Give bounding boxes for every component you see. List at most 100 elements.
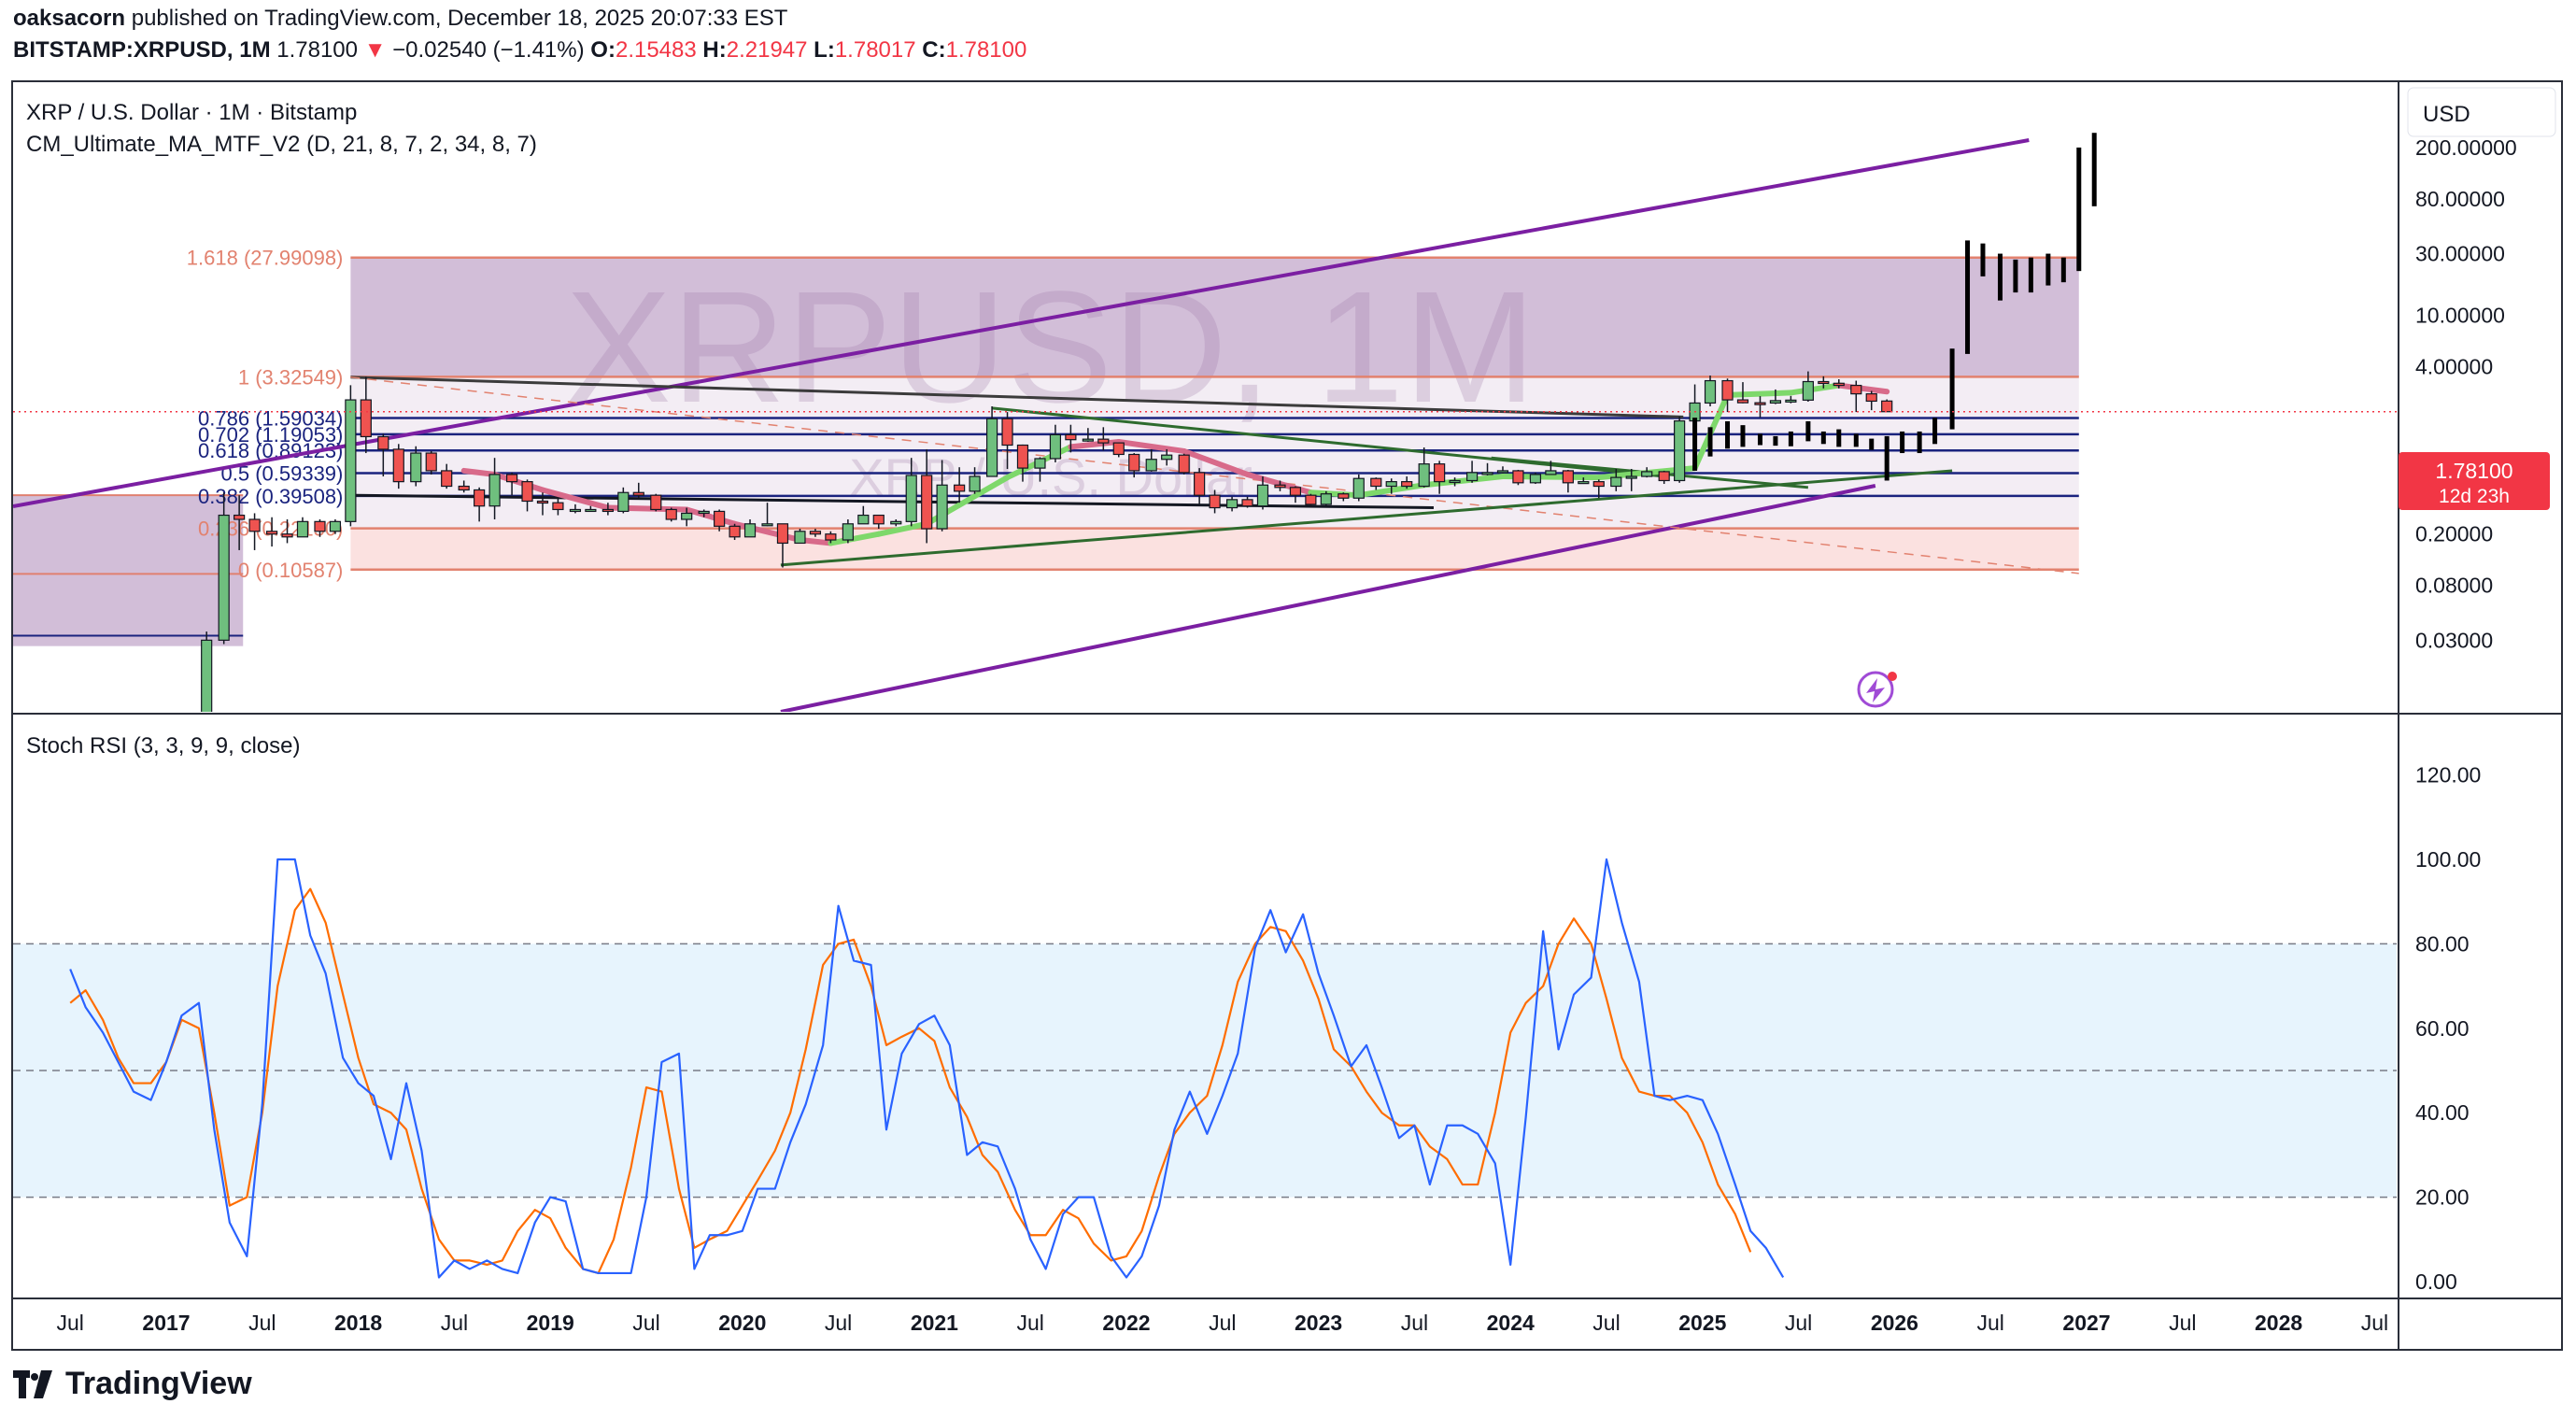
projection-bar bbox=[1949, 348, 1955, 430]
chart-frame bbox=[11, 80, 2563, 1351]
low-label: L: bbox=[814, 37, 835, 63]
oscillator-title[interactable]: Stoch RSI (3, 3, 9, 9, close) bbox=[26, 733, 300, 759]
projection-bar bbox=[1997, 253, 2003, 301]
candle-body bbox=[345, 399, 357, 522]
ma-segment bbox=[1421, 474, 1506, 489]
projection-bar bbox=[1692, 418, 1698, 471]
candle-body bbox=[1481, 472, 1493, 475]
candle-body bbox=[360, 399, 372, 438]
candle-body bbox=[521, 481, 533, 503]
tradingview-brand[interactable]: TradingView bbox=[65, 1366, 252, 1401]
projection-bar bbox=[1836, 429, 1842, 447]
candle-body bbox=[714, 510, 726, 527]
price-axis-label: 0.20000 bbox=[2415, 522, 2493, 546]
candle-body bbox=[681, 512, 693, 520]
time-axis-label: Jul bbox=[56, 1311, 83, 1335]
support-trend-line bbox=[780, 469, 1953, 567]
projection-bar bbox=[2028, 257, 2033, 293]
projection-bar bbox=[1965, 240, 1971, 354]
time-axis-label: Jul bbox=[1209, 1311, 1236, 1335]
author-name[interactable]: oaksacorn bbox=[13, 6, 126, 31]
countdown: 12d 23h bbox=[2439, 486, 2510, 507]
candle-body bbox=[151, 726, 162, 730]
indicator-title[interactable]: CM_Ultimate_MA_MTF_V2 (D, 21, 8, 7, 2, 3… bbox=[26, 132, 537, 157]
candle-body bbox=[1496, 470, 1509, 474]
candle-body bbox=[794, 531, 806, 545]
projection-bar bbox=[1707, 427, 1713, 457]
oscillator-axis-label: 0.00 bbox=[2415, 1269, 2457, 1294]
stoch-k-line bbox=[69, 858, 1785, 1279]
currency-button[interactable] bbox=[2407, 87, 2556, 137]
ma-segment bbox=[1115, 438, 1187, 454]
candle-body bbox=[1562, 470, 1574, 484]
candle-body bbox=[1241, 499, 1253, 507]
ma-segment bbox=[828, 531, 882, 546]
main-pane-title: XRP / U.S. Dollar · 1M · Bitstamp bbox=[26, 100, 357, 125]
projection-bar bbox=[2091, 133, 2097, 206]
candle-body bbox=[1785, 399, 1797, 403]
price-axis-label: 4.00000 bbox=[2415, 354, 2493, 378]
oscillator-axis-label: 120.00 bbox=[2415, 763, 2481, 787]
candle-body bbox=[729, 525, 741, 538]
price-change: −0.02540 (−1.41%) bbox=[392, 37, 585, 63]
open-label: O: bbox=[590, 37, 616, 63]
ma-segment bbox=[460, 467, 498, 477]
candle-body bbox=[488, 474, 501, 507]
high-label: H: bbox=[702, 37, 727, 63]
last-price: 1.78100 bbox=[276, 37, 359, 63]
time-axis-label: 2025 bbox=[1678, 1311, 1726, 1335]
candle-body bbox=[1034, 458, 1046, 469]
candle-body bbox=[1658, 471, 1670, 482]
fib-level-label: 0.702 (1.19053) bbox=[198, 423, 343, 447]
candle-body bbox=[1016, 444, 1029, 469]
spark-icon[interactable] bbox=[1857, 671, 1897, 708]
publish-info: published on TradingView.com, December 1… bbox=[131, 6, 788, 31]
projection-bar bbox=[1917, 431, 1922, 454]
time-axis-label: Jul bbox=[2169, 1311, 2196, 1335]
candle-body bbox=[985, 418, 998, 477]
candle-body bbox=[377, 435, 389, 450]
fib-zone-upper bbox=[350, 257, 2079, 377]
projection-bar bbox=[1788, 431, 1793, 447]
candle-body bbox=[1881, 400, 1893, 413]
time-axis-label: 2017 bbox=[142, 1311, 190, 1335]
candle-body bbox=[936, 484, 948, 530]
candle-body bbox=[234, 514, 246, 520]
candle-body bbox=[890, 520, 902, 525]
symbol-name[interactable]: BITSTAMP:XRPUSD, 1M bbox=[13, 37, 271, 63]
time-axis-label: 2023 bbox=[1295, 1311, 1342, 1335]
time-axis-label: 2024 bbox=[1487, 1311, 1535, 1335]
candle-body bbox=[1769, 400, 1782, 404]
fib-level-label: 0.382 (0.39508) bbox=[198, 485, 343, 508]
oscillator-axis-label: 60.00 bbox=[2415, 1016, 2470, 1041]
candle-body bbox=[1338, 493, 1350, 499]
candle-body bbox=[857, 514, 870, 525]
tradingview-logo-icon[interactable] bbox=[13, 1369, 56, 1398]
candle-body bbox=[410, 452, 422, 483]
candle-body bbox=[1625, 475, 1637, 479]
projection-bar bbox=[1884, 435, 1890, 481]
candle-body bbox=[617, 491, 630, 513]
candle-body bbox=[1465, 472, 1479, 482]
projection-bar bbox=[1757, 433, 1762, 446]
candle-body bbox=[1289, 487, 1302, 496]
projection-bar bbox=[2060, 257, 2066, 283]
candle-body bbox=[1128, 453, 1140, 472]
candle-body bbox=[1097, 438, 1110, 444]
time-axis-label: 2020 bbox=[718, 1311, 766, 1335]
time-axis-label: Jul bbox=[248, 1311, 276, 1335]
price-axis-label: 30.00000 bbox=[2415, 242, 2505, 266]
stoch-d-line bbox=[69, 887, 1752, 1275]
fib-zone-lower bbox=[350, 528, 2079, 570]
candle-body bbox=[458, 485, 470, 491]
oscillator-pane-plot bbox=[13, 858, 2397, 1279]
projection-bar bbox=[1805, 421, 1811, 442]
ma-segment bbox=[1308, 489, 1362, 499]
time-axis-label: 2027 bbox=[2062, 1311, 2110, 1335]
candle-body bbox=[1736, 399, 1749, 404]
candle-body bbox=[1082, 438, 1094, 442]
candle-body bbox=[569, 508, 582, 513]
descending-triangle-line bbox=[991, 406, 1664, 478]
price-axis-label: 80.00000 bbox=[2415, 187, 2505, 211]
